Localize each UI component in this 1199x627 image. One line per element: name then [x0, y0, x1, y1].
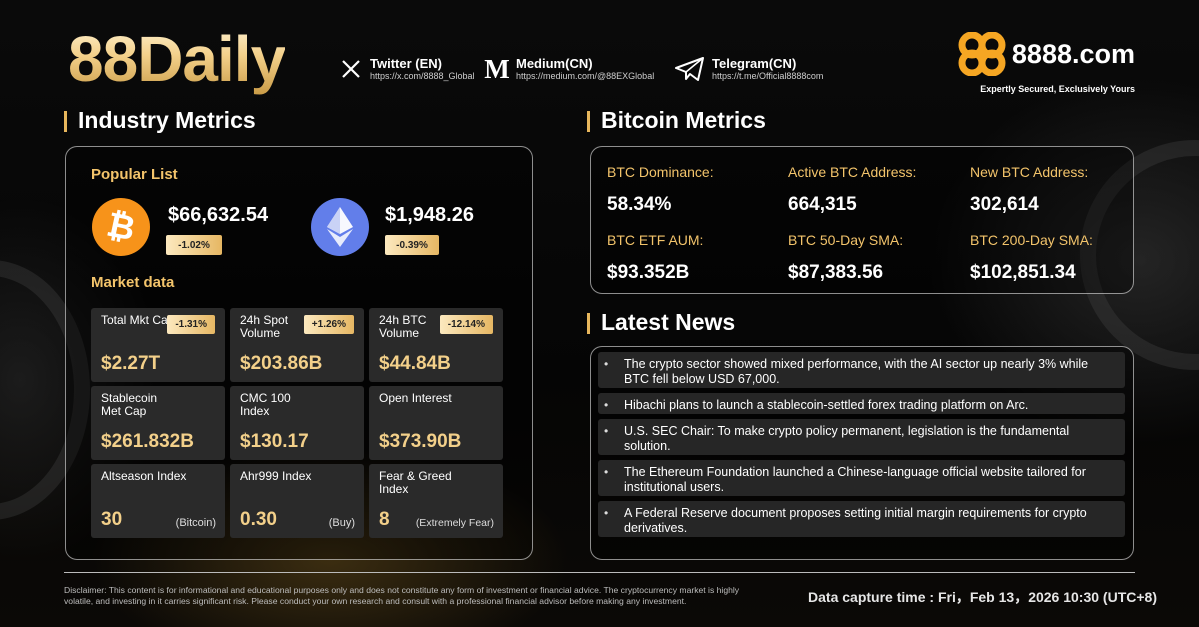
- btc-metric-label: New BTC Address:: [970, 164, 1089, 180]
- market-cell-change-badge: +1.26%: [303, 315, 354, 334]
- news-item[interactable]: • The Ethereum Foundation launched a Chi…: [598, 460, 1125, 496]
- market-cell-value: $203.86B: [240, 353, 323, 374]
- social-url[interactable]: https://t.me/Official8888com: [712, 71, 824, 81]
- market-cell-value: $2.27T: [101, 353, 161, 374]
- logo-8888[interactable]: 8888.com Expertly Secured, Exclusively Y…: [958, 32, 1135, 94]
- btc-change-badge: -1.02%: [166, 235, 222, 255]
- btc-metric-label: BTC Dominance:: [607, 164, 714, 180]
- market-cell-label: Stablecoin Met Cap: [101, 391, 158, 418]
- eth-change-badge: -0.39%: [385, 235, 439, 255]
- eth-price: $1,948.26: [385, 204, 474, 226]
- btc-metric-label: Active BTC Address:: [788, 164, 917, 180]
- bitcoin-metrics-title: Bitcoin Metrics: [587, 107, 766, 134]
- btc-metric-etf-aum: BTC ETF AUM: $93.352B: [607, 232, 703, 284]
- social-url[interactable]: https://x.com/8888_Global: [370, 71, 475, 81]
- telegram-logo-icon: [674, 56, 706, 82]
- market-cell-note: (Buy): [328, 517, 355, 529]
- logo-mark-icon: [958, 32, 1006, 76]
- btc-metric-active-address: Active BTC Address: 664,315: [788, 164, 916, 216]
- market-cell-label: Ahr999 Index: [240, 469, 312, 483]
- btc-metric-value: 302,614: [970, 194, 1039, 215]
- social-name: Medium(CN): [516, 56, 593, 71]
- social-name: Twitter (EN): [370, 56, 442, 71]
- market-cell-stablecoin-cap: Stablecoin Met Cap $261.832B: [91, 386, 225, 460]
- btc-metric-value: 58.34%: [607, 194, 672, 215]
- btc-metric-label: BTC ETF AUM:: [607, 232, 704, 248]
- market-cell-label: 24h BTC Volume: [379, 313, 427, 340]
- market-cell-label: Fear & Greed Index: [379, 469, 452, 496]
- popular-list-title: Popular List: [91, 166, 178, 183]
- market-cell-label: CMC 100 Index: [240, 391, 291, 418]
- bullet-icon: •: [604, 506, 609, 520]
- social-twitter[interactable]: Twitter (EN) https://x.com/8888_Global: [338, 56, 475, 82]
- market-data-title: Market data: [91, 274, 175, 291]
- market-cell-label: Altseason Index: [101, 469, 187, 483]
- btc-metric-value: $87,383.56: [788, 262, 884, 283]
- market-cell-label: Total Mkt Cap: [101, 313, 175, 327]
- market-cell-change-badge: -1.31%: [167, 315, 215, 334]
- logo-word: 8888.com: [1011, 38, 1135, 69]
- news-item[interactable]: • A Federal Reserve document proposes se…: [598, 501, 1125, 537]
- btc-metric-label: BTC 50-Day SMA:: [788, 232, 904, 248]
- news-item[interactable]: • Hibachi plans to launch a stablecoin-s…: [598, 393, 1125, 414]
- market-cell-label: 24h Spot Volume: [240, 313, 289, 340]
- latest-news-title: Latest News: [587, 309, 735, 336]
- data-capture-time: Data capture time : Fri，Feb 13，2026 10:3…: [808, 589, 1157, 605]
- btc-metric-label: BTC 200-Day SMA:: [970, 232, 1093, 248]
- social-telegram[interactable]: Telegram(CN) https://t.me/Official8888co…: [674, 56, 823, 82]
- market-cell-open-interest: Open Interest $373.90B: [369, 386, 503, 460]
- market-cell-note: (Bitcoin): [175, 517, 216, 529]
- bullet-icon: •: [604, 357, 609, 371]
- market-cell-value: 0.30: [240, 509, 277, 530]
- market-cell-value: $373.90B: [379, 431, 462, 452]
- market-cell-cmc-100-index: CMC 100 Index $130.17: [230, 386, 364, 460]
- btc-metric-new-address: New BTC Address: 302,614: [970, 164, 1088, 216]
- bullet-icon: •: [604, 424, 609, 438]
- news-item-text: The Ethereum Foundation launched a Chine…: [624, 465, 1086, 494]
- news-item-text: Hibachi plans to launch a stablecoin-set…: [624, 398, 1029, 412]
- market-cell-ahr999-index: Ahr999 Index 0.30 (Buy): [230, 464, 364, 538]
- bitcoin-icon: ₿: [92, 198, 150, 256]
- news-item[interactable]: • The crypto sector showed mixed perform…: [598, 352, 1125, 388]
- market-cell-total-mkt-cap: Total Mkt Cap -1.31% $2.27T: [91, 308, 225, 382]
- bullet-icon: •: [604, 398, 609, 412]
- btc-metric-value: $102,851.34: [970, 262, 1076, 283]
- market-cell-note: (Extremely Fear): [415, 517, 494, 529]
- market-cell-value: 30: [101, 509, 123, 530]
- medium-logo-icon: M: [484, 53, 510, 84]
- market-cell-value: $130.17: [240, 431, 309, 452]
- disclaimer-text: Disclaimer: This content is for informat…: [64, 585, 740, 606]
- market-cell-value: 8: [379, 509, 390, 530]
- bullet-icon: •: [604, 465, 609, 479]
- footer-divider: [64, 572, 1135, 573]
- market-cell-change-badge: -12.14%: [439, 315, 493, 334]
- ethereum-icon: [311, 198, 369, 256]
- bitcoin-metrics-panel: [590, 146, 1134, 294]
- btc-price: $66,632.54: [168, 204, 269, 226]
- market-cell-label: Open Interest: [379, 391, 452, 405]
- btc-metric-200-day-sma: BTC 200-Day SMA: $102,851.34: [970, 232, 1093, 284]
- market-cell-altseason-index: Altseason Index 30 (Bitcoin): [91, 464, 225, 538]
- industry-metrics-title: Industry Metrics: [64, 107, 256, 134]
- market-cell-24h-spot-volume: 24h Spot Volume +1.26% $203.86B: [230, 308, 364, 382]
- btc-metric-50-day-sma: BTC 50-Day SMA: $87,383.56: [788, 232, 903, 284]
- brand-title: 88Daily: [68, 23, 286, 95]
- x-logo-icon: [338, 56, 364, 82]
- news-item-text: A Federal Reserve document proposes sett…: [624, 506, 1087, 535]
- market-cell-fear-greed-index: Fear & Greed Index 8 (Extremely Fear): [369, 464, 503, 538]
- social-url[interactable]: https://medium.com/@88EXGlobal: [516, 71, 655, 81]
- news-item-text: The crypto sector showed mixed performan…: [624, 357, 1089, 386]
- market-cell-value: $261.832B: [101, 431, 194, 452]
- social-medium[interactable]: M Medium(CN) https://medium.com/@88EXGlo…: [484, 53, 655, 84]
- btc-metric-value: $93.352B: [607, 262, 690, 283]
- news-item[interactable]: • U.S. SEC Chair: To make crypto policy …: [598, 419, 1125, 455]
- social-name: Telegram(CN): [712, 56, 797, 71]
- market-cell-24h-btc-volume: 24h BTC Volume -12.14% $44.84B: [369, 308, 503, 382]
- market-data-grid: Total Mkt Cap -1.31% $2.27T 24h Spot Vol…: [91, 308, 503, 538]
- market-cell-value: $44.84B: [379, 353, 451, 374]
- btc-metric-dominance: BTC Dominance: 58.34%: [607, 164, 714, 216]
- logo-tagline: Expertly Secured, Exclusively Yours: [980, 84, 1135, 94]
- btc-metric-value: 664,315: [788, 194, 857, 215]
- news-item-text: U.S. SEC Chair: To make crypto policy pe…: [624, 424, 1070, 453]
